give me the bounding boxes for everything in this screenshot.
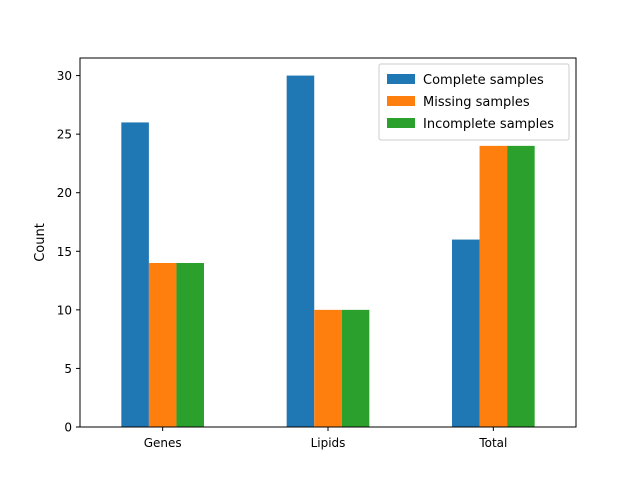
bar-lipids-series-3 [341,309,370,427]
bar-total-series-2 [479,145,508,427]
y-axis-label: Count [33,223,48,262]
bars-group [121,75,535,428]
bar-genes-series-2 [148,263,177,427]
legend: Complete samples Missing samples Incomplet… [378,63,570,141]
legend-swatch [387,118,415,128]
x-tick-label: Genes [144,436,182,450]
y-tick-label: 0 [64,421,72,435]
y-tick-label: 30 [57,69,72,83]
y-tick-label: 15 [57,245,72,259]
y-tick-label: 20 [57,186,72,200]
legend-label: Complete samples [423,73,544,88]
bar-lipids-series-1 [286,75,315,428]
bar-genes-series-1 [121,122,149,427]
x-tick-label: Lipids [311,436,346,450]
x-axis-ticks: Genes Lipids Total [144,427,507,450]
legend-label: Incomplete samples [423,117,554,132]
legend-label: Missing samples [423,95,530,110]
y-tick-label: 10 [57,303,72,317]
y-tick-label: 25 [57,128,72,142]
bar-total-series-1 [452,239,480,427]
legend-swatch [387,96,415,106]
y-axis-ticks: 0 5 10 15 20 25 30 [57,69,80,435]
bar-lipids-series-2 [314,309,342,427]
y-tick-label: 5 [64,362,72,376]
legend-swatch [387,74,415,84]
x-tick-label: Total [478,436,507,450]
legend-box [378,63,570,141]
bar-genes-series-3 [176,263,204,427]
bar-total-series-3 [507,145,535,427]
plot-frame [79,57,577,428]
